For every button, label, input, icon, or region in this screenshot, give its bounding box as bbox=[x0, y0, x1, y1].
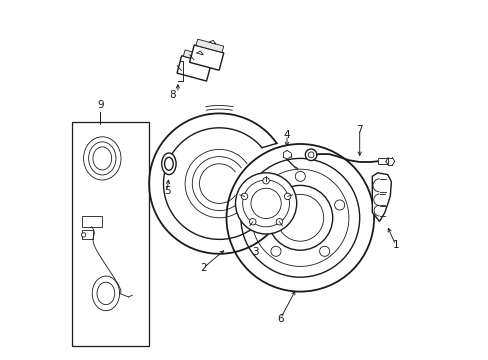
Ellipse shape bbox=[162, 153, 176, 175]
Circle shape bbox=[276, 219, 282, 225]
Circle shape bbox=[270, 246, 281, 256]
Text: 1: 1 bbox=[391, 240, 398, 250]
Polygon shape bbox=[208, 40, 216, 44]
Polygon shape bbox=[371, 173, 390, 221]
Circle shape bbox=[255, 200, 265, 210]
Circle shape bbox=[81, 233, 85, 237]
Text: 9: 9 bbox=[97, 100, 103, 110]
Bar bbox=[81, 216, 102, 227]
Text: 5: 5 bbox=[163, 186, 170, 196]
Circle shape bbox=[249, 219, 256, 225]
Circle shape bbox=[295, 171, 305, 181]
Bar bbox=[81, 230, 92, 239]
Text: 2: 2 bbox=[200, 263, 206, 273]
Polygon shape bbox=[183, 50, 211, 63]
Bar bbox=[72, 122, 149, 346]
Text: 3: 3 bbox=[251, 247, 258, 257]
Circle shape bbox=[319, 246, 329, 256]
Circle shape bbox=[334, 200, 344, 210]
Polygon shape bbox=[196, 51, 203, 55]
Polygon shape bbox=[196, 39, 224, 53]
Circle shape bbox=[235, 173, 296, 234]
Circle shape bbox=[284, 193, 290, 200]
Text: 8: 8 bbox=[169, 90, 176, 100]
Text: 4: 4 bbox=[283, 130, 290, 140]
Polygon shape bbox=[189, 45, 224, 70]
Bar bbox=[377, 158, 387, 164]
Circle shape bbox=[241, 193, 247, 200]
Text: 6: 6 bbox=[277, 314, 283, 324]
Polygon shape bbox=[177, 56, 211, 81]
Text: 7: 7 bbox=[356, 125, 362, 135]
Circle shape bbox=[226, 144, 373, 292]
Circle shape bbox=[263, 177, 269, 184]
Circle shape bbox=[305, 149, 316, 161]
